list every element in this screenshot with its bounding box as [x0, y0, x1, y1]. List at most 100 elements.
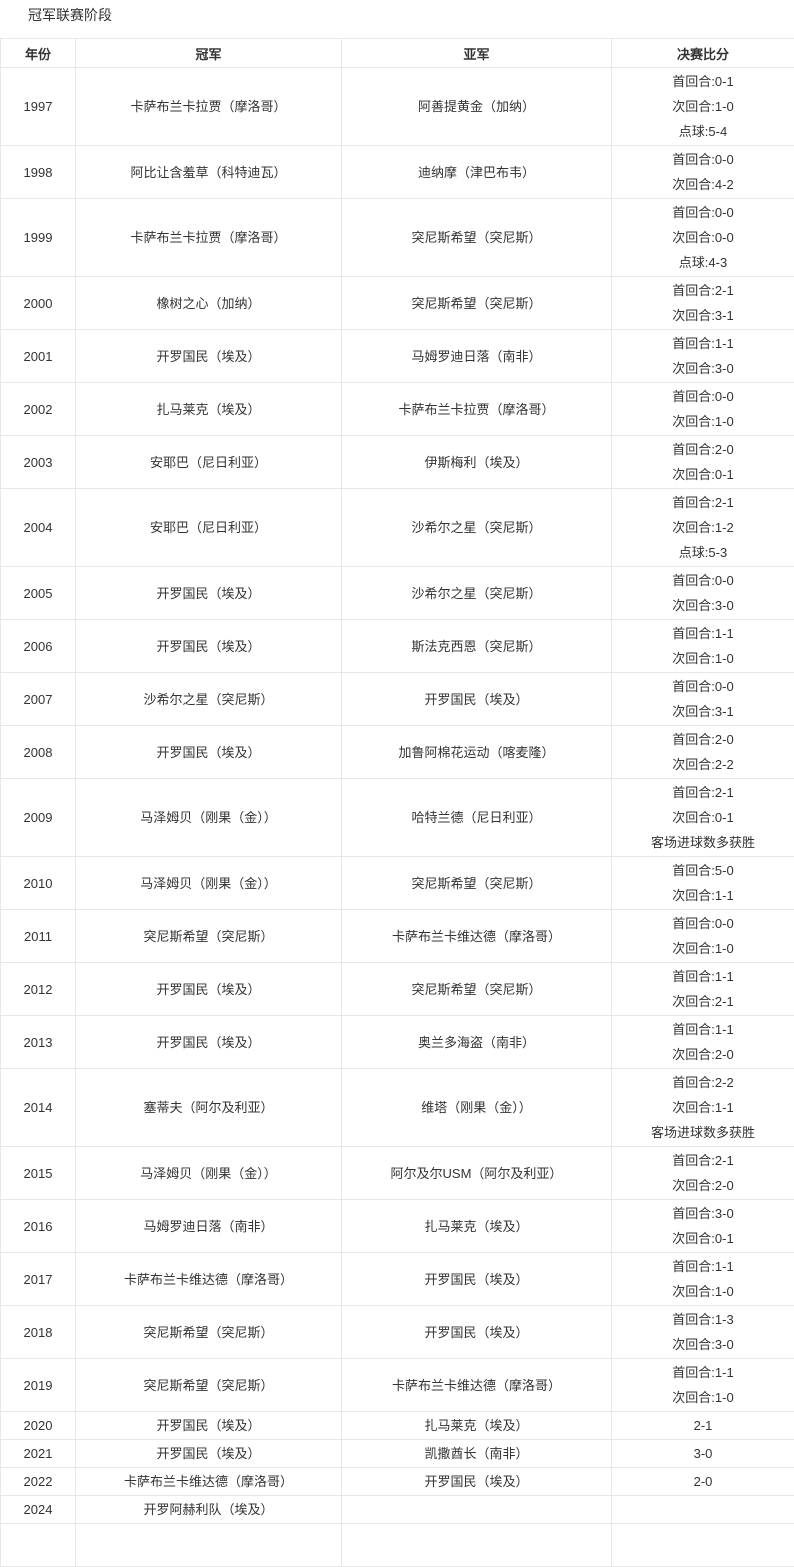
- score-line: 次回合:3-0: [620, 1332, 786, 1357]
- runner-up-cell: 维塔（刚果（金））: [342, 1069, 612, 1147]
- year-cell: 2013: [1, 1016, 76, 1069]
- score-line: 首回合:2-2: [620, 1070, 786, 1095]
- champion-cell: 卡萨布兰卡维达德（摩洛哥）: [76, 1468, 342, 1496]
- year-cell: 2002: [1, 383, 76, 436]
- col-header-runner-up: 亚军: [342, 39, 612, 68]
- year-cell: 2015: [1, 1147, 76, 1200]
- year-cell: 2022: [1, 1468, 76, 1496]
- col-header-year: 年份: [1, 39, 76, 68]
- score-line: 首回合:2-1: [620, 278, 786, 303]
- score-line: 次回合:1-0: [620, 646, 786, 671]
- score-line: 首回合:2-1: [620, 1148, 786, 1173]
- runner-up-cell: 加鲁阿棉花运动（喀麦隆）: [342, 726, 612, 779]
- year-cell: 2019: [1, 1359, 76, 1412]
- champion-cell: 开罗国民（埃及）: [76, 330, 342, 383]
- score-line: 首回合:5-0: [620, 858, 786, 883]
- score-line: 次回合:3-0: [620, 593, 786, 618]
- score-line: 2-0: [620, 1469, 786, 1494]
- score-line: 次回合:1-0: [620, 409, 786, 434]
- runner-up-cell: 卡萨布兰卡拉贾（摩洛哥）: [342, 383, 612, 436]
- score-line: 次回合:3-0: [620, 356, 786, 381]
- runner-up-cell: 突尼斯希望（突尼斯）: [342, 857, 612, 910]
- score-line: 首回合:1-1: [620, 331, 786, 356]
- score-line: 首回合:1-1: [620, 1360, 786, 1385]
- champion-cell: 开罗国民（埃及）: [76, 1412, 342, 1440]
- year-cell: 2008: [1, 726, 76, 779]
- champion-cell: 开罗国民（埃及）: [76, 726, 342, 779]
- score-line: 首回合:0-0: [620, 674, 786, 699]
- score-line: 次回合:1-0: [620, 94, 786, 119]
- runner-up-cell: 迪纳摩（津巴布韦）: [342, 146, 612, 199]
- score-line: 点球:5-4: [620, 119, 786, 144]
- score-line: 首回合:1-1: [620, 1017, 786, 1042]
- champion-cell: 开罗国民（埃及）: [76, 620, 342, 673]
- champion-cell: [76, 1524, 342, 1567]
- runner-up-cell: 开罗国民（埃及）: [342, 673, 612, 726]
- runner-up-cell: 开罗国民（埃及）: [342, 1306, 612, 1359]
- champion-cell: 马泽姆贝（刚果（金））: [76, 779, 342, 857]
- year-cell: 2021: [1, 1440, 76, 1468]
- champion-cell: 马泽姆贝（刚果（金））: [76, 1147, 342, 1200]
- champion-cell: 安耶巴（尼日利亚）: [76, 489, 342, 567]
- score-line: 首回合:0-0: [620, 384, 786, 409]
- final-score-cell: 2-1: [612, 1412, 794, 1440]
- col-header-champion: 冠军: [76, 39, 342, 68]
- runner-up-cell: 阿尔及尔USM（阿尔及利亚）: [342, 1147, 612, 1200]
- year-cell: 2024: [1, 1496, 76, 1524]
- score-line: 次回合:1-0: [620, 1385, 786, 1410]
- runner-up-cell: 奥兰多海盗（南非）: [342, 1016, 612, 1069]
- runner-up-cell: 阿善提黄金（加纳）: [342, 68, 612, 146]
- page-title: 冠军联赛阶段: [0, 0, 794, 38]
- score-line: 2-1: [620, 1413, 786, 1438]
- score-line: 点球:4-3: [620, 250, 786, 275]
- champion-cell: 马姆罗迪日落（南非）: [76, 1200, 342, 1253]
- score-line: 首回合:0-1: [620, 69, 786, 94]
- runner-up-cell: 伊斯梅利（埃及）: [342, 436, 612, 489]
- year-cell: 2018: [1, 1306, 76, 1359]
- year-cell: 2007: [1, 673, 76, 726]
- score-line: 次回合:2-1: [620, 989, 786, 1014]
- champion-cell: 开罗阿赫利队（埃及）: [76, 1496, 342, 1524]
- score-line: 次回合:3-1: [620, 303, 786, 328]
- champion-cell: 卡萨布兰卡维达德（摩洛哥）: [76, 1253, 342, 1306]
- score-line: 次回合:1-1: [620, 1095, 786, 1120]
- score-line: 次回合:1-0: [620, 936, 786, 961]
- year-cell: 2005: [1, 567, 76, 620]
- runner-up-cell: 开罗国民（埃及）: [342, 1253, 612, 1306]
- score-line: 首回合:1-1: [620, 621, 786, 646]
- final-score-cell: [612, 1524, 794, 1567]
- score-line: 首回合:2-0: [620, 727, 786, 752]
- champion-cell: 塞蒂夫（阿尔及利亚）: [76, 1069, 342, 1147]
- runner-up-cell: 突尼斯希望（突尼斯）: [342, 199, 612, 277]
- runner-up-cell: 沙希尔之星（突尼斯）: [342, 567, 612, 620]
- runner-up-cell: 斯法克西恩（突尼斯）: [342, 620, 612, 673]
- champion-cell: 沙希尔之星（突尼斯）: [76, 673, 342, 726]
- runner-up-cell: 开罗国民（埃及）: [342, 1468, 612, 1496]
- score-line: 客场进球数多获胜: [620, 830, 786, 855]
- year-cell: 1997: [1, 68, 76, 146]
